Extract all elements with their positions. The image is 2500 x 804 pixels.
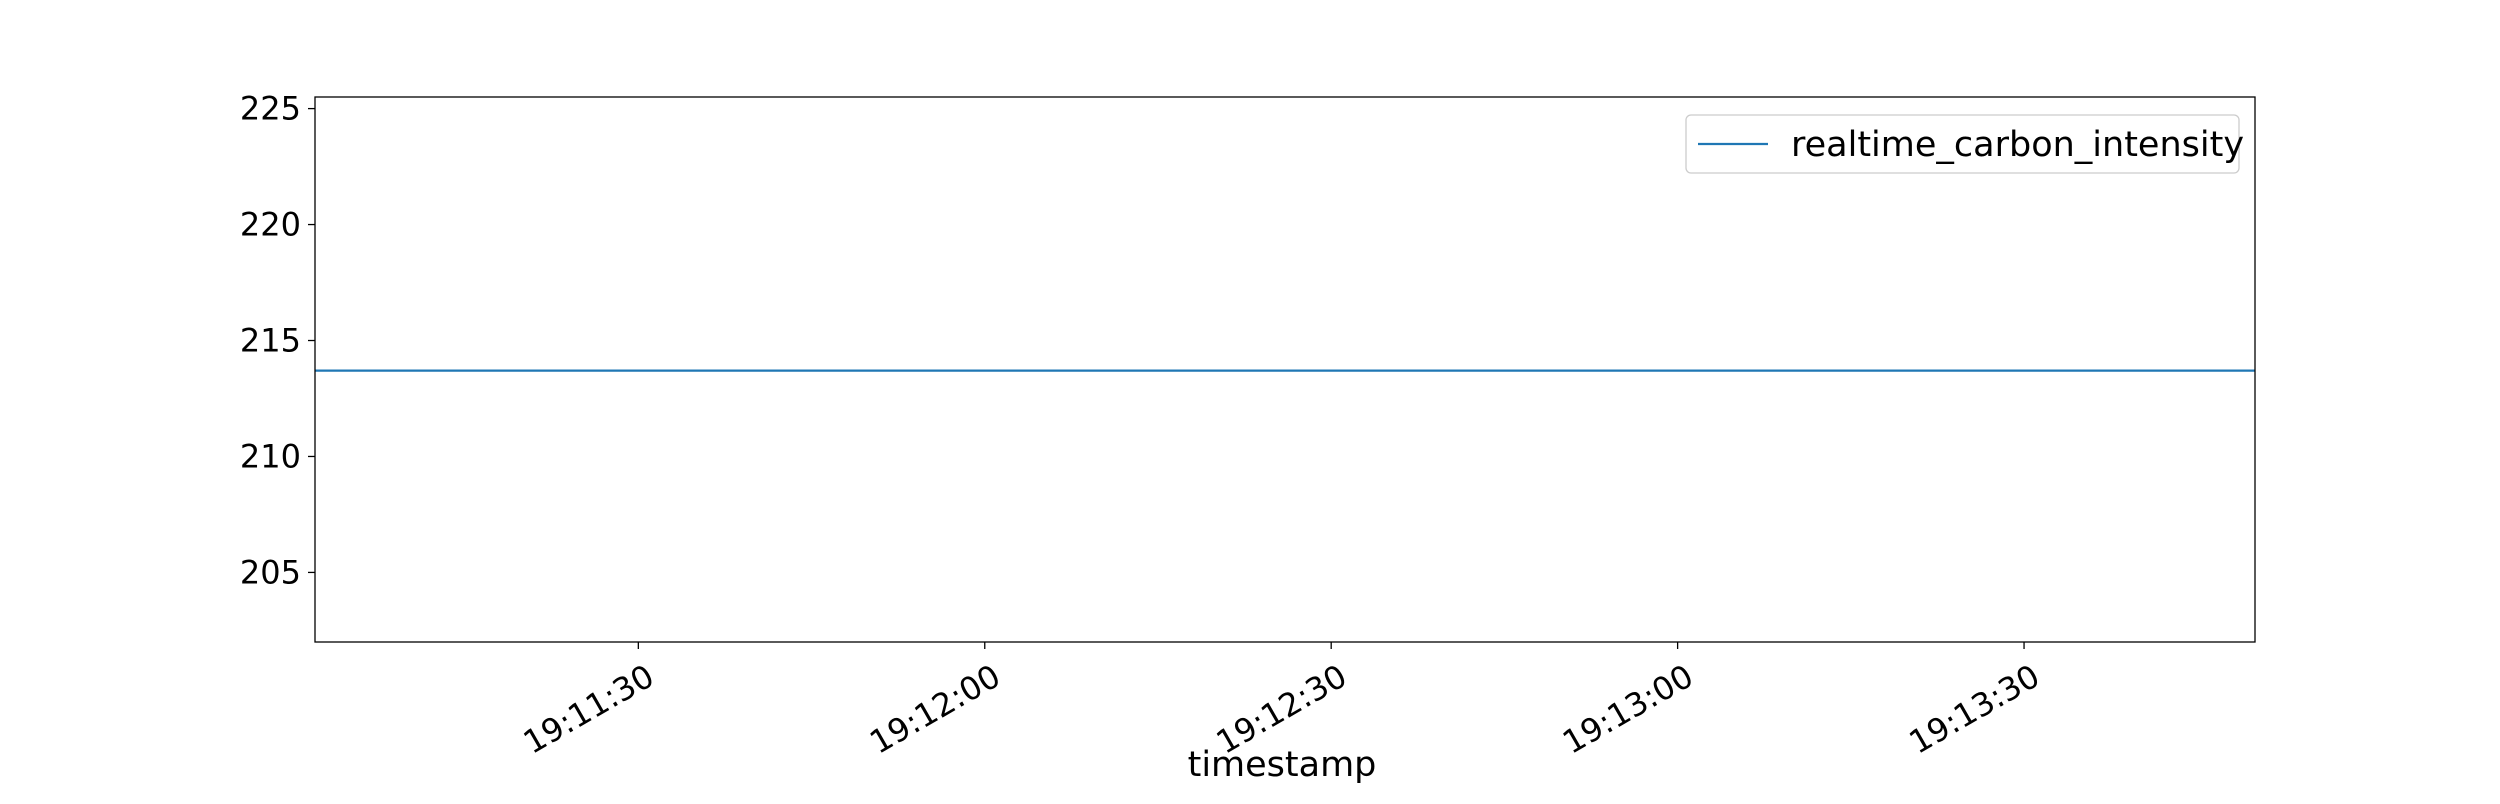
y-tick-label: 205 (240, 553, 301, 591)
plot-frame (314, 96, 2256, 643)
x-tick-label: 19:12:00 (863, 657, 1006, 762)
y-tick-label: 210 (240, 437, 301, 475)
x-tick-label: 19:13:30 (1903, 657, 2046, 762)
x-axis-title: timestamp (1188, 745, 1377, 785)
x-tick-label: 19:11:30 (517, 657, 660, 762)
legend-box (1685, 114, 2240, 174)
y-tick-label: 225 (240, 90, 301, 128)
y-tick-label: 215 (240, 322, 301, 360)
x-tick-label: 19:13:00 (1556, 657, 1699, 762)
y-tick-label: 220 (240, 206, 301, 244)
legend-label: realtime_carbon_intensity (1791, 125, 2244, 165)
